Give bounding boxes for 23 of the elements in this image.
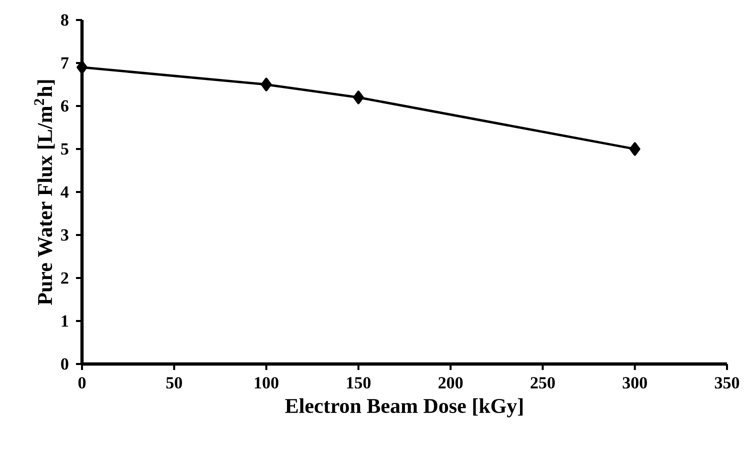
- x-axis-title: Electron Beam Dose [kGy]: [285, 398, 523, 418]
- point: [76, 60, 88, 74]
- x-tick-label: 300: [622, 377, 647, 389]
- y-tick-label: 1: [62, 315, 68, 327]
- y-tick-label: 8: [61, 14, 68, 26]
- x-tick-label: 0: [78, 377, 86, 389]
- y-tick-label: 6: [61, 100, 68, 112]
- y-tick-label: 0: [61, 358, 68, 370]
- y-tick-label: 2: [61, 272, 68, 284]
- x-tick-label: 250: [530, 377, 555, 389]
- x-tick-label: 150: [347, 377, 371, 389]
- x-tick-label: 350: [714, 377, 740, 389]
- y-tick-label: 3: [61, 229, 68, 241]
- x-tick-label: 50: [166, 377, 182, 389]
- y-axis-title: Pure Water Flux [L/m$^{2}$h]: [34, 80, 55, 306]
- x-tick-label: 100: [254, 377, 278, 389]
- point: [260, 78, 272, 92]
- y-tick-label: 7: [61, 57, 69, 69]
- point: [629, 142, 640, 156]
- y-tick-label: 4: [60, 186, 69, 198]
- x-tick-label: 200: [438, 377, 463, 389]
- y-tick-label: 5: [61, 143, 68, 155]
- point: [353, 90, 364, 104]
